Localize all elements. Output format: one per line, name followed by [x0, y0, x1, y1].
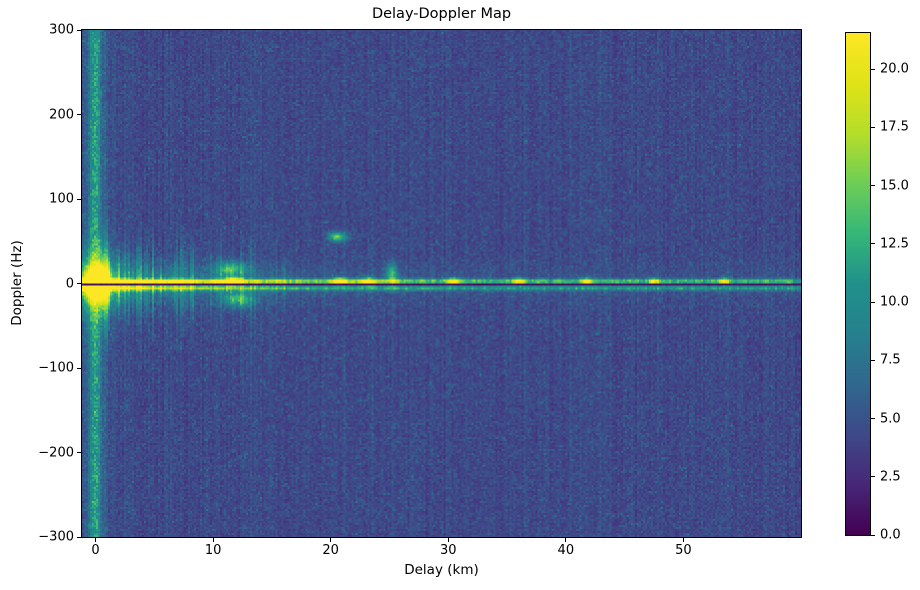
- x-tick-label: 50: [675, 543, 692, 558]
- y-tick-mark: [77, 114, 81, 115]
- colorbar-tick-mark: [871, 534, 875, 536]
- colorbar-tick-mark: [871, 301, 875, 303]
- x-tick-mark: [212, 538, 214, 542]
- colorbar-tick-mark: [871, 243, 875, 245]
- x-tick-mark: [682, 538, 684, 542]
- x-tick-label: 0: [91, 543, 100, 558]
- x-tick-mark: [565, 538, 567, 542]
- y-tick-label: −100: [38, 360, 74, 376]
- colorbar-tick-label: 17.5: [880, 119, 909, 135]
- x-tick-mark: [447, 538, 449, 542]
- y-tick-mark: [77, 198, 81, 200]
- colorbar-tick-label: 5.0: [880, 411, 901, 427]
- y-tick-label: −200: [38, 445, 74, 460]
- x-tick-label: 30: [439, 543, 457, 558]
- colorbar-tick-mark: [871, 185, 875, 187]
- colorbar-tick-mark: [871, 476, 875, 478]
- y-tick-mark: [77, 29, 81, 31]
- y-tick-label: 0: [65, 276, 74, 291]
- colorbar-tick-mark: [871, 418, 875, 420]
- y-tick-mark: [77, 283, 81, 284]
- y-tick-label: 200: [49, 107, 74, 122]
- y-tick-mark: [77, 367, 81, 369]
- x-tick-mark: [330, 538, 332, 542]
- colorbar-tick-mark: [871, 126, 875, 128]
- x-tick-mark: [95, 538, 97, 542]
- colorbar-tick-label: 12.5: [880, 236, 909, 252]
- x-tick-label: 20: [322, 543, 339, 558]
- x-tick-label: 40: [557, 543, 575, 558]
- y-tick-mark: [77, 536, 81, 538]
- colorbar-tick-label: 0.0: [880, 527, 901, 543]
- y-tick-label: 300: [49, 22, 74, 38]
- colorbar-tick-label: 7.5: [880, 352, 901, 368]
- x-tick-label: 10: [204, 543, 222, 558]
- heatmap-image: [82, 30, 801, 537]
- colorbar-tick-label: 15.0: [880, 178, 909, 194]
- colorbar-gradient: [846, 33, 870, 535]
- y-tick-label: 100: [49, 191, 74, 207]
- chart-title: Delay-Doppler Map: [371, 6, 512, 22]
- colorbar-tick-mark: [871, 68, 875, 70]
- x-axis-label: Delay (km): [404, 562, 479, 578]
- colorbar: [845, 32, 871, 536]
- colorbar-tick-label: 2.5: [880, 469, 901, 485]
- y-tick-mark: [77, 452, 81, 453]
- colorbar-tick-label: 20.0: [880, 61, 909, 77]
- y-tick-label: −300: [38, 529, 74, 545]
- colorbar-tick-label: 10.0: [880, 294, 909, 310]
- colorbar-tick-mark: [871, 359, 875, 361]
- plot-area: [81, 29, 802, 538]
